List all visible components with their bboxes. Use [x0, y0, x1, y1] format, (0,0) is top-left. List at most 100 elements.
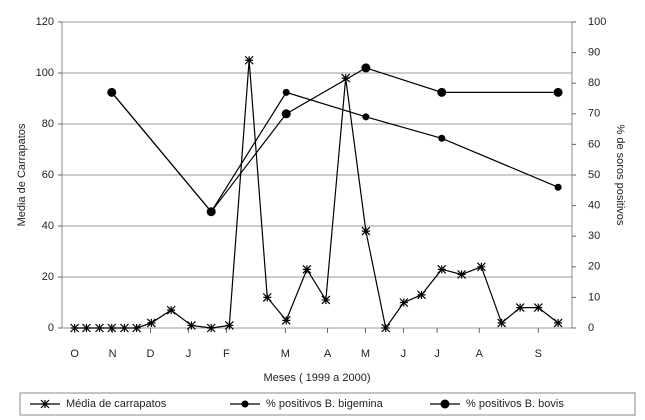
point [262, 292, 272, 302]
point-glyph [399, 298, 409, 307]
legend-label: Média de carrapatos [66, 398, 167, 410]
point [146, 318, 156, 328]
point-glyph [70, 323, 80, 333]
point [282, 88, 290, 96]
y-tick-label: 120 [36, 16, 54, 28]
point [437, 87, 447, 97]
legend-marker [241, 400, 249, 408]
y2-tick-label: 100 [588, 16, 606, 28]
y2-tick-label: 90 [588, 47, 600, 59]
y-tick-label: 60 [42, 169, 54, 181]
legend-label: % positivos B. bovis [466, 398, 564, 410]
point [362, 113, 370, 121]
y-tick-label: 100 [36, 67, 54, 79]
y2-axis-label: % de soros positivos [614, 125, 626, 226]
y-axis-label: Media de Carrapatos [16, 123, 28, 226]
point [554, 183, 562, 191]
point [361, 63, 371, 73]
x-tick-label: M [281, 348, 290, 360]
point-glyph [40, 399, 50, 409]
x-tick-label: S [535, 348, 542, 360]
y2-tick-label: 40 [588, 200, 600, 212]
point [281, 109, 291, 119]
point [166, 305, 176, 315]
x-tick-label: N [109, 348, 117, 360]
point-glyph [95, 323, 104, 333]
point-glyph [476, 262, 486, 272]
point-glyph [361, 226, 371, 236]
x-tick-label: A [324, 348, 332, 360]
point [533, 303, 543, 313]
point [119, 323, 129, 333]
point [132, 323, 142, 333]
point [95, 323, 104, 333]
point [186, 321, 196, 330]
x-tick-label: J [401, 348, 407, 360]
point-glyph [262, 292, 272, 302]
point [553, 87, 563, 97]
y2-tick-label: 0 [588, 322, 594, 334]
point-glyph [457, 270, 466, 279]
point [70, 323, 80, 333]
point-glyph [341, 73, 351, 83]
y-tick-label: 0 [48, 322, 54, 334]
x-tick-label: D [147, 348, 155, 360]
point [107, 87, 117, 97]
y2-tick-label: 50 [588, 169, 600, 181]
point-glyph [107, 323, 117, 333]
y2-tick-label: 80 [588, 77, 600, 89]
point-glyph [417, 290, 426, 300]
point [82, 323, 91, 333]
point [224, 321, 234, 330]
point [206, 207, 216, 217]
point-glyph [515, 303, 525, 313]
point-glyph [302, 264, 312, 274]
point [206, 323, 216, 333]
point [438, 134, 446, 142]
point-glyph [244, 55, 254, 65]
point-glyph [206, 323, 216, 333]
point [553, 318, 563, 328]
point-glyph [533, 303, 543, 313]
point [341, 73, 351, 83]
point [381, 323, 391, 333]
point [244, 55, 254, 65]
point-glyph [146, 318, 156, 328]
legend-marker [440, 399, 450, 409]
legend-marker [40, 399, 50, 409]
series-line [111, 67, 559, 213]
point-glyph [119, 323, 129, 333]
point [399, 298, 409, 307]
series-line [74, 60, 559, 330]
y-tick-label: 40 [42, 220, 54, 232]
point [417, 290, 426, 300]
y2-tick-label: 60 [588, 138, 600, 150]
point-glyph [437, 264, 447, 274]
point [515, 303, 525, 313]
point-glyph [224, 321, 234, 330]
point-glyph [553, 318, 563, 328]
y2-tick-label: 20 [588, 261, 600, 273]
x-tick-label: J [186, 348, 192, 360]
x-tick-label: J [434, 348, 440, 360]
legend [19, 392, 636, 416]
x-tick-label: M [361, 348, 370, 360]
point [281, 315, 291, 325]
x-tick-label: O [70, 348, 79, 360]
point [107, 323, 117, 333]
y2-tick-label: 70 [588, 108, 600, 120]
legend-label: % positivos B. bigemina [266, 398, 384, 410]
y-tick-label: 20 [42, 271, 54, 283]
point-glyph [497, 318, 507, 328]
x-tick-label: F [223, 348, 230, 360]
point-glyph [321, 295, 331, 305]
y2-tick-label: 30 [588, 230, 600, 242]
point-glyph [166, 305, 176, 315]
point-glyph [82, 323, 91, 333]
point [321, 295, 331, 305]
y-tick-label: 80 [42, 118, 54, 130]
point-glyph [381, 323, 391, 333]
point [457, 270, 466, 279]
point-glyph [281, 315, 291, 325]
